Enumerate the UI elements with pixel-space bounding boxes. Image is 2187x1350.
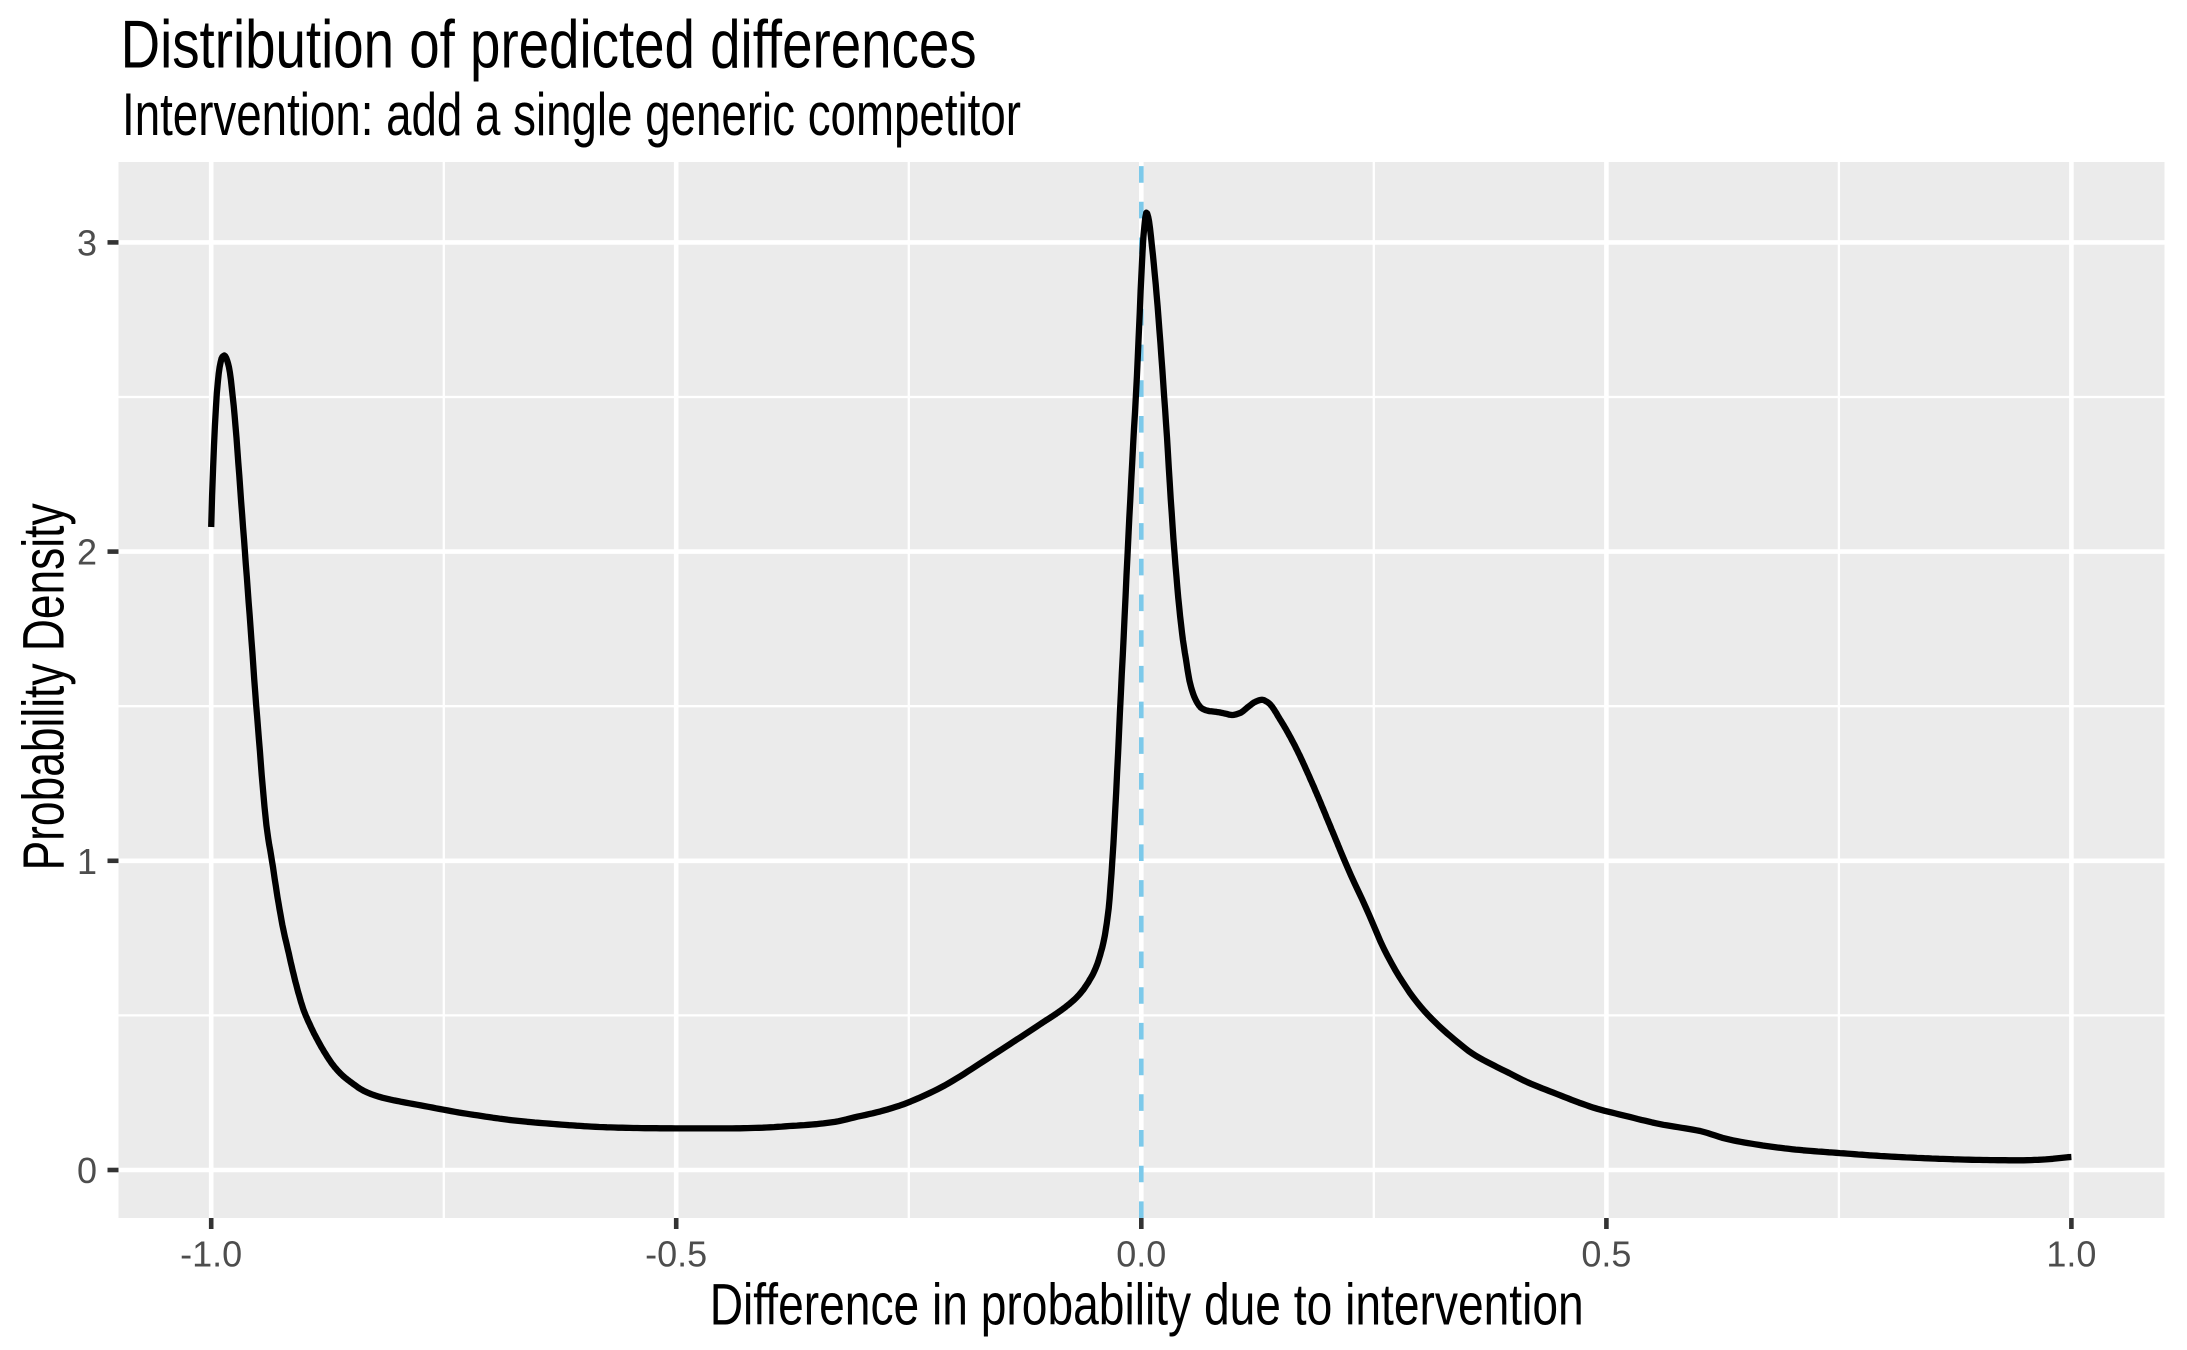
svg-text:1: 1 (77, 841, 97, 882)
svg-text:Distribution of predicted diff: Distribution of predicted differences (121, 7, 977, 83)
svg-text:Intervention: add a single gen: Intervention: add a single generic compe… (122, 81, 1021, 148)
svg-text:-1.0: -1.0 (180, 1234, 242, 1275)
svg-text:0.0: 0.0 (1116, 1234, 1166, 1275)
svg-text:0.5: 0.5 (1581, 1234, 1631, 1275)
svg-text:1.0: 1.0 (2046, 1234, 2096, 1275)
svg-text:2: 2 (77, 532, 97, 573)
svg-text:Probability Density: Probability Density (12, 503, 77, 870)
svg-text:-0.5: -0.5 (645, 1234, 707, 1275)
svg-text:3: 3 (77, 222, 97, 263)
svg-text:Difference in probability due: Difference in probability due to interve… (710, 1272, 1584, 1337)
svg-text:0: 0 (77, 1150, 97, 1191)
